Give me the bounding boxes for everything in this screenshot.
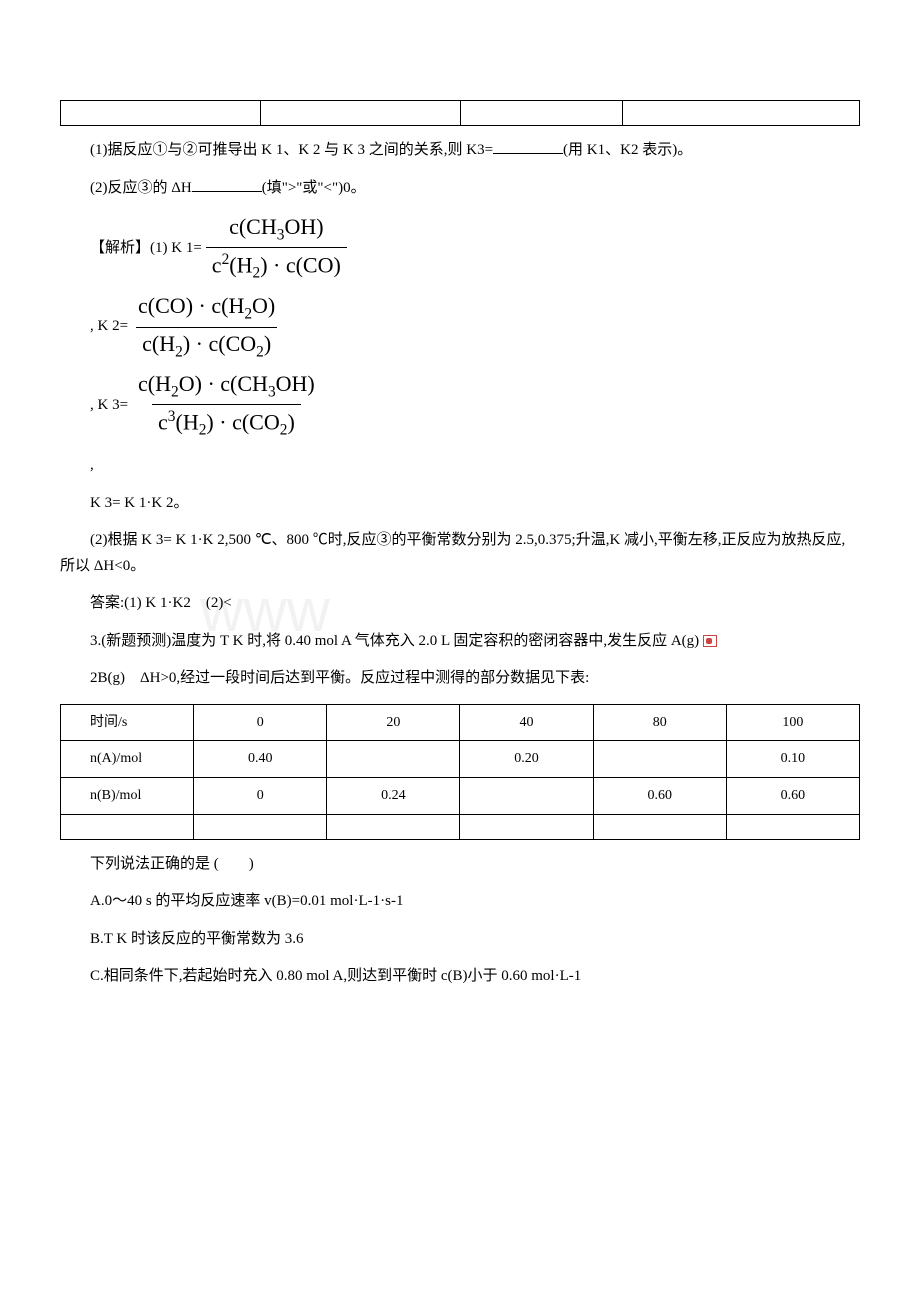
- data-cell: n(A)/mol: [61, 741, 194, 778]
- data-cell: [460, 778, 593, 815]
- empty-cell: [726, 814, 859, 839]
- question-stem: 下列说法正确的是 ( ): [60, 852, 860, 878]
- empty-cell: [460, 101, 623, 126]
- line-answer: 答案:(1) K 1·K2 (2)<: [60, 591, 860, 617]
- option-b: B.T K 时该反应的平衡常数为 3.6: [60, 927, 860, 953]
- option-a: A.0～40 s 的平均反应速率 v(B)=0.01 mol·L-1·s-1: [60, 889, 860, 915]
- q3-text-a: 3.(新题预测)温度为 T K 时,将 0.40 mol A 气体充入 2.0 …: [90, 633, 703, 649]
- question-3-intro-b: 2B(g) ΔH>0,经过一段时间后达到平衡。反应过程中测得的部分数据见下表:: [60, 666, 860, 692]
- data-cell: 0.10: [726, 741, 859, 778]
- blank-fill: [493, 138, 563, 154]
- equation-k2: , K 2= c(CO) · c(H2O) c(H2) · c(CO2): [90, 292, 860, 362]
- header-cell: 0: [194, 704, 327, 741]
- table-row: n(A)/mol 0.40 0.20 0.10: [61, 741, 860, 778]
- question-2: (2)反应③的 ΔH (填">"或"<")0。: [60, 176, 860, 202]
- numerator: c(CH3OH): [223, 213, 329, 247]
- table-row: 时间/s 0 20 40 80 100: [61, 704, 860, 741]
- empty-cell: [194, 814, 327, 839]
- top-empty-table: [60, 100, 860, 126]
- fraction: c(CH3OH) c2(H2) · c(CO): [206, 213, 347, 284]
- empty-cell: [460, 814, 593, 839]
- blank-fill: [192, 176, 262, 192]
- empty-cell: [61, 814, 194, 839]
- eq-prefix: , K 2=: [90, 314, 128, 340]
- header-cell: 100: [726, 704, 859, 741]
- numerator: c(CO) · c(H2O): [132, 292, 281, 326]
- equation-k1: 【解析】(1) K 1= c(CH3OH) c2(H2) · c(CO): [90, 213, 860, 284]
- data-cell: 0.20: [460, 741, 593, 778]
- eq-prefix: 【解析】(1) K 1=: [90, 236, 202, 262]
- table-row: [61, 814, 860, 839]
- empty-cell: [327, 814, 460, 839]
- trailing-comma: ,: [60, 453, 860, 479]
- line-explanation: (2)根据 K 3= K 1·K 2,500 ℃、800 ℃时,反应③的平衡常数…: [60, 528, 860, 579]
- header-cell: 20: [327, 704, 460, 741]
- data-cell: 0: [194, 778, 327, 815]
- table-row: n(B)/mol 0 0.24 0.60 0.60: [61, 778, 860, 815]
- data-cell: [593, 741, 726, 778]
- option-c: C.相同条件下,若起始时充入 0.80 mol A,则达到平衡时 c(B)小于 …: [60, 964, 860, 990]
- header-cell: 时间/s: [61, 704, 194, 741]
- data-cell: 0.24: [327, 778, 460, 815]
- question-3-intro: 3.(新题预测)温度为 T K 时,将 0.40 mol A 气体充入 2.0 …: [60, 629, 860, 655]
- denominator: c3(H2) · c(CO2): [152, 404, 301, 441]
- empty-cell: [61, 101, 261, 126]
- equation-k3: , K 3= c(H2O) · c(CH3OH) c3(H2) · c(CO2): [90, 370, 860, 441]
- data-table: 时间/s 0 20 40 80 100 n(A)/mol 0.40 0.20 0…: [60, 704, 860, 840]
- data-cell: [327, 741, 460, 778]
- question-1: (1)据反应①与②可推导出 K 1、K 2 与 K 3 之间的关系,则 K3= (…: [60, 138, 860, 164]
- placeholder-image-icon: [703, 635, 717, 647]
- empty-cell: [260, 101, 460, 126]
- eq-prefix: , K 3=: [90, 393, 128, 419]
- fraction: c(H2O) · c(CH3OH) c3(H2) · c(CO2): [132, 370, 321, 441]
- q1-text-a: (1)据反应①与②可推导出 K 1、K 2 与 K 3 之间的关系,则 K3=: [90, 142, 493, 158]
- empty-cell: [623, 101, 860, 126]
- data-cell: 0.40: [194, 741, 327, 778]
- q2-text-b: (填">"或"<")0。: [262, 180, 366, 196]
- line-k3-relation: K 3= K 1·K 2。: [60, 491, 860, 517]
- data-cell: 0.60: [726, 778, 859, 815]
- empty-cell: [593, 814, 726, 839]
- denominator: c(H2) · c(CO2): [136, 327, 277, 362]
- denominator: c2(H2) · c(CO): [206, 247, 347, 284]
- header-cell: 80: [593, 704, 726, 741]
- q2-text-a: (2)反应③的 ΔH: [90, 180, 192, 196]
- q1-text-b: (用 K1、K2 表示)。: [563, 142, 692, 158]
- data-cell: n(B)/mol: [61, 778, 194, 815]
- numerator: c(H2O) · c(CH3OH): [132, 370, 321, 404]
- fraction: c(CO) · c(H2O) c(H2) · c(CO2): [132, 292, 281, 362]
- header-cell: 40: [460, 704, 593, 741]
- data-cell: 0.60: [593, 778, 726, 815]
